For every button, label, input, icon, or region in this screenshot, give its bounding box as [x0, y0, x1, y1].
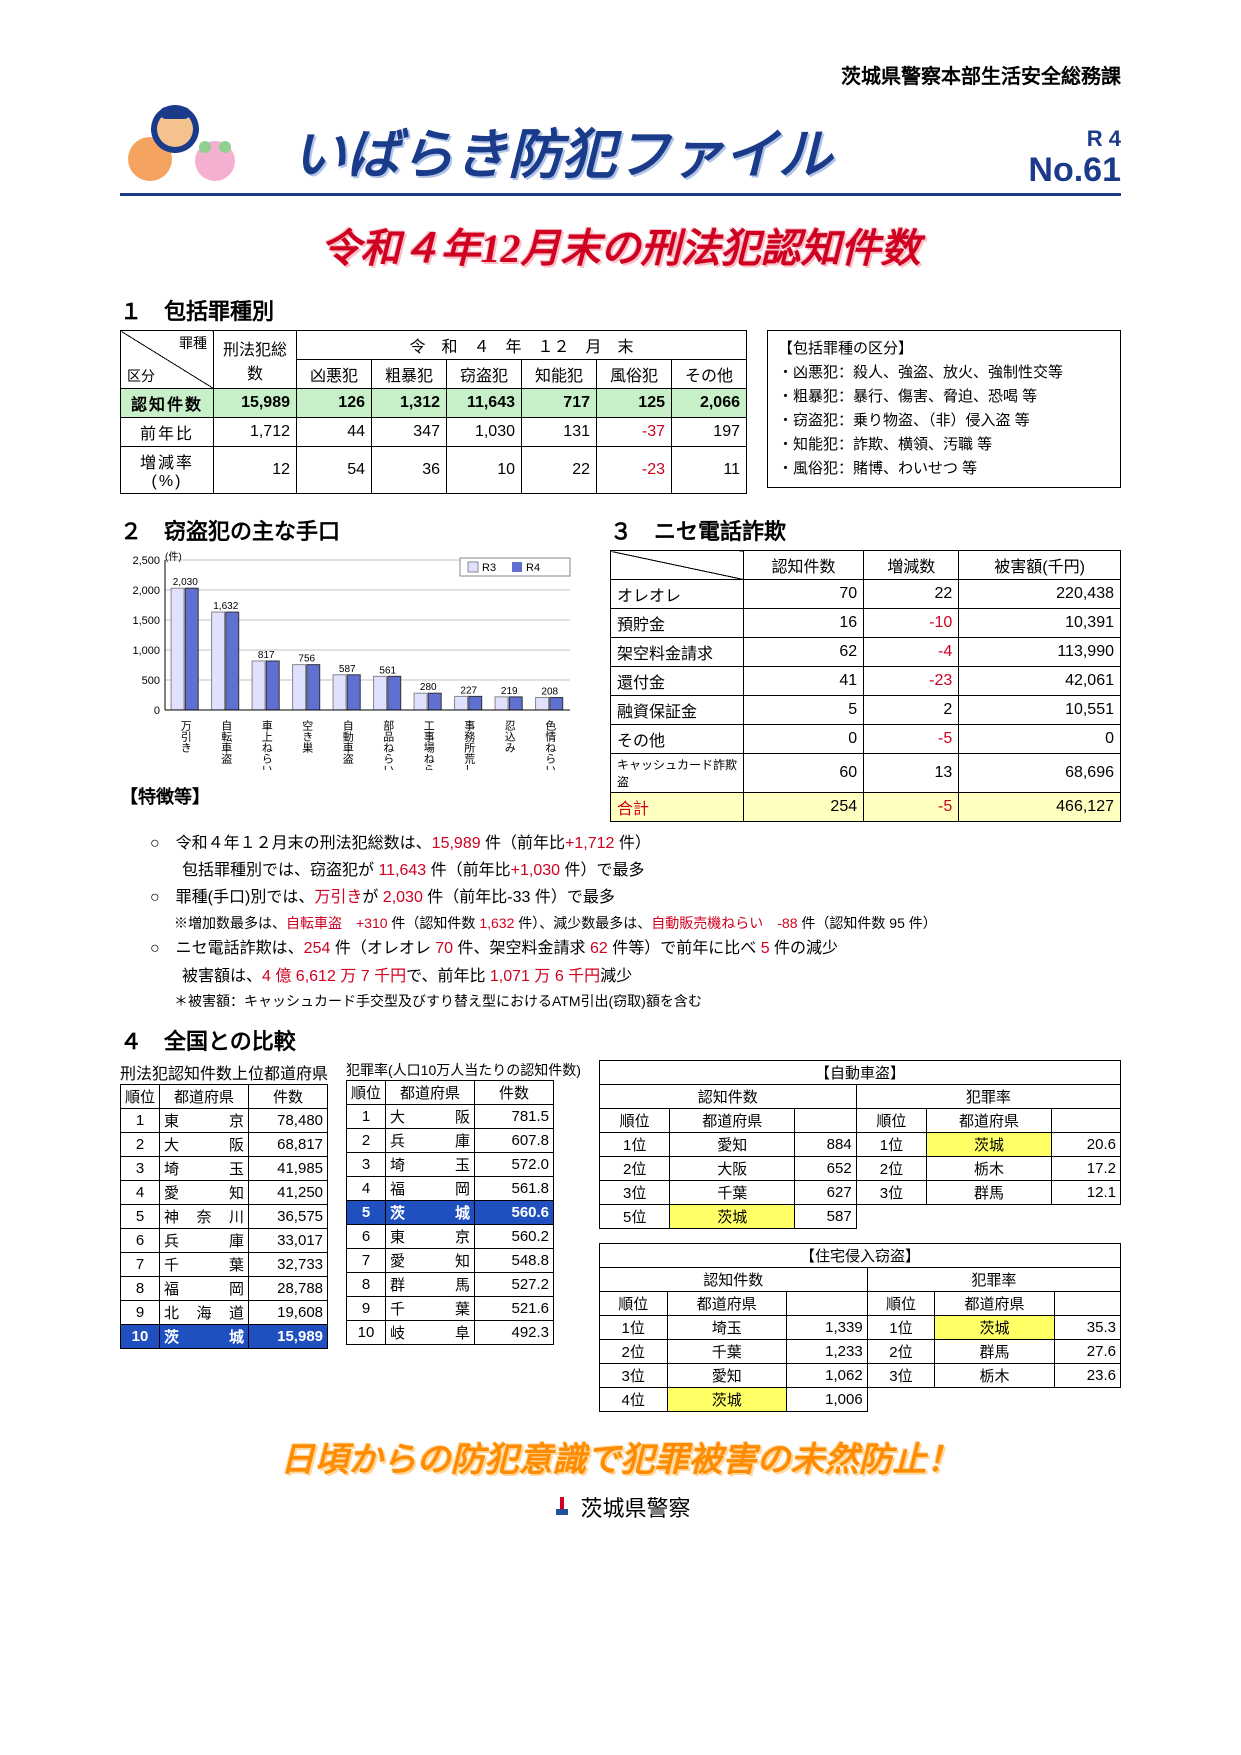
sec2-title: ２ 窃盗犯の主な手口 — [120, 514, 590, 546]
svg-text:R4: R4 — [526, 562, 540, 574]
svg-text:車上ねらい: 車上ねらい — [260, 719, 273, 770]
svg-text:2,500: 2,500 — [132, 555, 160, 567]
theft-bar-chart: 0 500 1,000 1,500 2,000 2,500 (件) 2,030 万引き 1,632… — [120, 550, 580, 770]
table-4b: 順位都道府県件数1大 阪781.52兵 庫607.83埼 玉572.04福 岡5… — [346, 1080, 554, 1345]
table-4c: 【自動車盗】認知件数犯罪率順位都道府県順位都道府県1位愛知8841位茨城20.6… — [599, 1060, 1121, 1229]
svg-text:0: 0 — [154, 705, 160, 717]
svg-text:587: 587 — [339, 664, 356, 675]
svg-text:R3: R3 — [482, 562, 496, 574]
sec1-title: １ 包括罪種別 — [120, 294, 1121, 326]
svg-text:万引き: 万引き — [179, 720, 192, 753]
issue-number: R 4 No.61 — [1028, 127, 1121, 189]
svg-text:部品ねらい: 部品ねらい — [382, 719, 395, 770]
svg-text:(件): (件) — [165, 551, 182, 563]
t4b-title: 犯罪率(人口10万人当たりの認知件数) — [346, 1060, 581, 1080]
svg-text:208: 208 — [541, 687, 558, 698]
issue-era: R 4 — [1028, 127, 1121, 151]
svg-text:1,000: 1,000 — [132, 645, 160, 657]
svg-text:空き巣: 空き巣 — [301, 719, 314, 754]
header: いばらき防犯ファイル R 4 No.61 — [120, 89, 1121, 196]
svg-text:817: 817 — [258, 650, 275, 661]
svg-text:280: 280 — [420, 682, 437, 693]
police-name: 茨城県警察 — [580, 1491, 690, 1523]
dept-name: 茨城県警察本部生活安全総務課 — [120, 60, 1121, 89]
sec4-title: ４ 全国との比較 — [120, 1024, 1121, 1056]
mascot-illustration — [120, 89, 280, 189]
svg-text:1,500: 1,500 — [132, 615, 160, 627]
svg-text:自転車盗: 自転車盗 — [220, 720, 233, 764]
svg-text:2,030: 2,030 — [173, 577, 198, 588]
svg-text:忍込み: 忍込み — [503, 720, 516, 753]
svg-text:事務所荒し: 事務所荒し — [463, 720, 476, 770]
slogan: 日頃からの防犯意識で犯罪被害の未然防止！ — [120, 1432, 1121, 1481]
svg-text:自動車盗: 自動車盗 — [341, 720, 354, 764]
svg-text:2,000: 2,000 — [132, 585, 160, 597]
table-4a: 順位都道府県件数1東 京78,4802大 阪68,8173埼 玉41,9854愛… — [120, 1084, 328, 1349]
table-4d: 【住宅侵入窃盗】認知件数犯罪率順位都道府県順位都道府県1位埼玉1,3391位茨城… — [599, 1243, 1121, 1412]
issue-no: No.61 — [1028, 152, 1121, 189]
t4a-title: 刑法犯認知件数上位都道府県 — [120, 1060, 328, 1084]
svg-text:500: 500 — [142, 675, 160, 687]
headline: 令和４年12月末の刑法犯認知件数 — [120, 216, 1121, 274]
feature-bullets: ○ 令和４年１２月末の刑法犯総数は、15,989 件（前年比+1,712 件） … — [150, 830, 1121, 1014]
svg-text:219: 219 — [501, 686, 518, 697]
features-label: 【特徴等】 — [120, 783, 590, 809]
svg-text:756: 756 — [298, 654, 315, 665]
category-notes: 【包括罪種の区分】・凶悪犯：殺人、強盗、放火、強制性交等・粗暴犯：暴行、傷害、脅… — [767, 330, 1121, 488]
table-1: 罪種区分刑法犯総 数令 和 ４ 年 １２ 月 末凶悪犯粗暴犯窃盗犯知能犯風俗犯そ… — [120, 330, 747, 494]
svg-text:1,632: 1,632 — [213, 601, 238, 612]
svg-text:色情ねらい: 色情ねらい — [544, 719, 557, 770]
police-logo: 茨城県警察 — [120, 1491, 1121, 1523]
svg-text:561: 561 — [379, 665, 396, 676]
svg-text:227: 227 — [460, 685, 477, 696]
svg-text:工事場ねらい: 工事場ねらい — [422, 720, 435, 770]
sec3-title: ３ ニセ電話詐欺 — [610, 514, 1121, 546]
doc-title: いばらき防犯ファイル — [292, 110, 1028, 189]
table-3: 認知件数増減数被害額(千円)オレオレ7022220,438預貯金16-1010,… — [610, 550, 1121, 822]
